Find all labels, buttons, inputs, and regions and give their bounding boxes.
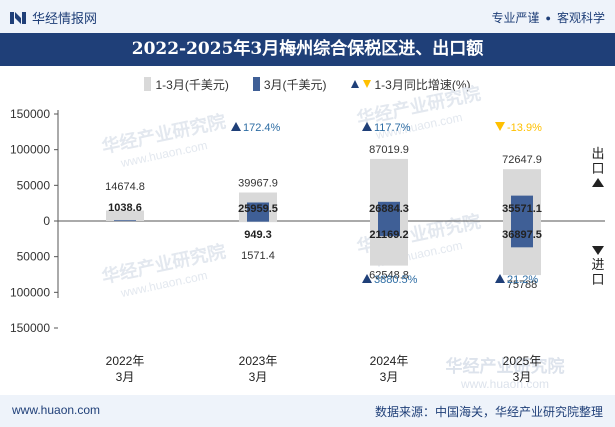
import-growth-up-icon [495,274,505,283]
export-growth-down-icon [495,122,505,131]
x-category-label-year: 2025年 [503,354,542,368]
y-tick-label: 50000 [17,250,51,264]
import-month-label: 21169.2 [369,229,408,241]
legend-swatch-grey [144,77,152,91]
import-cumulative-label: 75788 [507,279,538,291]
x-category-label-year: 2022年 [106,354,145,368]
y-tick-label: 150000 [10,107,50,121]
tagline-1: 专业严谨 [491,11,540,25]
top-bar: 华经情报网 专业严谨 ● 客观科学 [0,0,615,33]
import-cumulative-label: 62548.8 [369,270,409,282]
export-month-bar [378,201,400,221]
import-side-label-2: 口 [591,272,604,287]
tagline: 专业严谨 ● 客观科学 [492,9,605,26]
export-up-arrow-icon [592,178,604,187]
x-category-label-month: 3月 [249,370,268,384]
chart-title: 2022-2025年3月梅州综合保税区进、出口额 [131,39,484,59]
import-growth-up-icon [362,274,372,283]
watermark-url: www.huaon.com [460,377,549,391]
y-tick-label: 150000 [10,321,50,335]
export-month-bar [247,202,269,221]
brand-logo-icon [10,12,26,24]
x-category-label-year: 2023年 [239,354,278,368]
x-category-label-month: 3月 [116,370,135,384]
x-category-label-year: 2024年 [370,354,409,368]
legend-up-triangle-icon [350,80,359,88]
import-month-label: 36897.5 [502,229,542,241]
brand-name: 华经情报网 [32,11,98,26]
export-month-bar [511,195,533,221]
import-month-bar [511,221,533,248]
export-cumulative-bar [106,210,144,221]
import-down-arrow-icon [592,246,604,255]
import-month-label: 949.3 [244,229,272,241]
import-growth-label: 21.2% [507,274,538,286]
legend-swatch-blue [252,77,260,91]
import-growth-label: 3880.5% [374,274,418,286]
export-side-label-2: 口 [591,161,604,176]
import-side-label-1: 进 [591,257,604,272]
export-growth-label: 117.7% [374,122,411,134]
legend-item-cumulative: 1-3月(千美元) [144,76,229,93]
y-tick-label: 100000 [10,285,50,299]
legend-label-cumulative: 1-3月(千美元) [155,77,229,92]
y-tick-label: 0 [43,214,50,228]
x-category-label-month: 3月 [513,370,532,384]
export-growth-label: 172.4% [243,122,281,134]
title-bar: 2022-2025年3月梅州综合保税区进、出口额 [0,33,615,66]
export-cumulative-label: 14674.8 [105,181,145,193]
export-month-label: 26884.3 [369,203,409,215]
separator-dot-icon: ● [545,12,551,23]
footer-source: 数据来源：中国海关，华经产业研究院整理 [374,405,603,419]
export-month-bar [114,220,136,222]
import-cumulative-label: 1571.4 [241,250,275,262]
legend-down-triangle-icon [362,80,371,88]
legend-item-growth: 1-3月同比增速(%) [350,76,471,93]
export-month-label: 35571.1 [502,203,542,215]
footer-website: www.huaon.com [12,403,101,417]
footer: www.huaon.com 数据来源：中国海关，华经产业研究院整理 [0,395,615,427]
legend-item-month: 3月(千美元) [252,76,327,93]
import-month-bar [378,221,400,237]
export-side-label-1: 出 [591,146,604,161]
x-category-label-month: 3月 [380,370,399,384]
export-growth-up-icon [231,122,241,131]
watermark-text: 华经产业研究院 [446,356,565,376]
legend-label-growth: 1-3月同比增速(%) [374,77,471,92]
chart-canvas: 华经产业研究院www.huaon.com华经产业研究院www.huaon.com… [10,82,605,391]
export-cumulative-label: 39967.9 [238,177,278,189]
export-cumulative-label: 72647.9 [502,154,542,166]
export-growth-label: -13.9% [507,122,542,134]
export-cumulative-label: 87019.9 [369,144,409,156]
export-growth-up-icon [362,122,372,131]
export-month-label: 25959.5 [238,203,278,215]
y-tick-label: 100000 [10,143,50,157]
y-tick-label: 50000 [17,178,51,192]
tagline-2: 客观科学 [556,11,605,25]
brand: 华经情报网 [10,8,97,27]
legend-label-month: 3月(千美元) [263,77,327,92]
import-month-bar [247,221,269,222]
export-month-label: 1038.6 [108,202,142,214]
chart-legend: 1-3月(千美元) 3月(千美元) 1-3月同比增速(%) [0,72,615,96]
